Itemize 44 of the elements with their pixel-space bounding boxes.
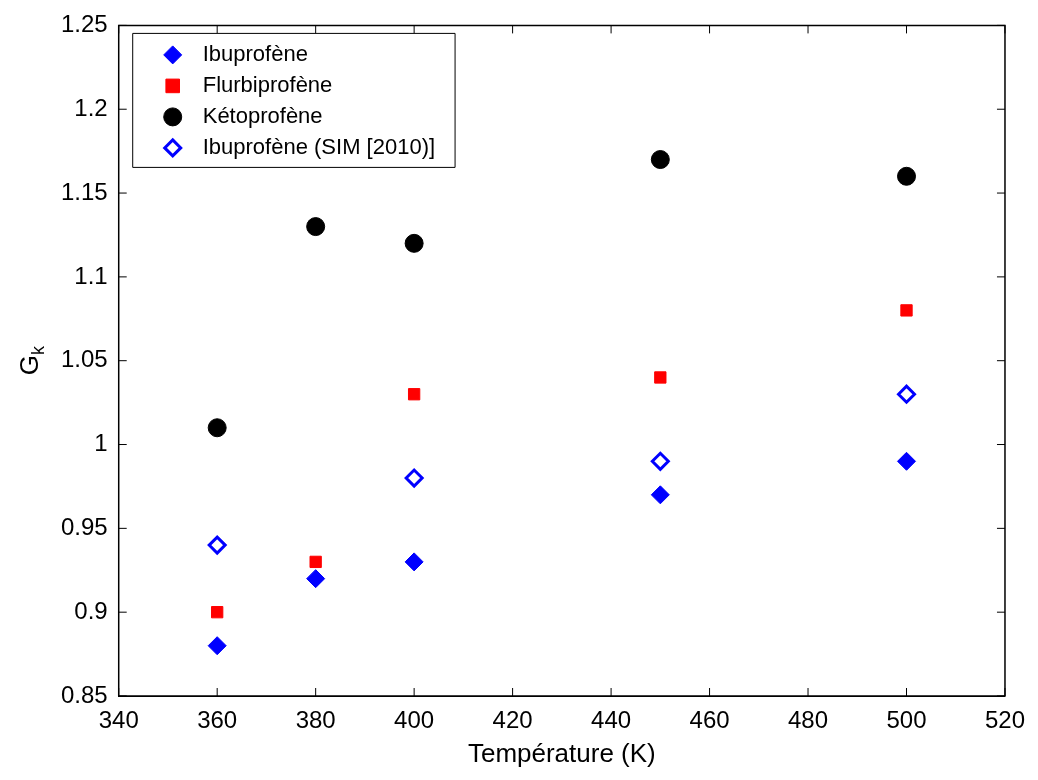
point — [404, 233, 424, 253]
y-tick-label: 0.9 — [74, 596, 108, 624]
point — [404, 468, 424, 488]
point — [897, 166, 916, 186]
point — [650, 150, 670, 170]
point — [207, 535, 227, 555]
point — [897, 451, 916, 471]
y-tick-label: 1.05 — [60, 345, 108, 373]
point — [650, 485, 670, 505]
legend-label: Kétoprofène — [202, 102, 323, 128]
x-tick-label: 420 — [492, 706, 533, 734]
x-tick-label: 440 — [591, 706, 632, 734]
x-tick-label: 360 — [197, 706, 238, 734]
x-axis-title: Température (K) — [467, 737, 656, 768]
point — [407, 388, 421, 401]
y-tick-label: 0.95 — [60, 512, 108, 540]
point — [897, 384, 916, 404]
x-tick-label: 380 — [295, 706, 336, 734]
point — [207, 418, 227, 438]
point — [650, 451, 670, 471]
y-tick-label: 1 — [94, 429, 108, 457]
point — [654, 371, 667, 384]
x-tick-label: 500 — [886, 706, 927, 734]
legend-label: Ibuprofène (SIM [2010)] — [202, 133, 436, 159]
point — [306, 569, 326, 589]
x-tick-label: 480 — [788, 706, 829, 734]
x-tick-label: 460 — [689, 706, 730, 734]
y-tick-label: 1.2 — [74, 93, 108, 121]
x-tick-label: 400 — [394, 706, 435, 734]
y-tick-label: 1.25 — [60, 10, 108, 38]
y-axis-title: Gk — [14, 345, 48, 376]
point — [900, 304, 913, 317]
x-tick-label: 520 — [984, 706, 1025, 734]
point — [309, 555, 322, 569]
legend-label: Flurbiprofène — [202, 71, 333, 97]
y-tick-label: 1.1 — [74, 261, 108, 289]
y-tick-label: 1.15 — [60, 177, 108, 205]
legend-label: Ibuprofène — [202, 40, 308, 66]
point — [404, 552, 424, 572]
point — [207, 636, 227, 656]
point — [211, 606, 224, 619]
x-tick-label: 340 — [98, 706, 139, 734]
y-tick-label: 0.85 — [60, 680, 108, 708]
point — [306, 217, 326, 237]
